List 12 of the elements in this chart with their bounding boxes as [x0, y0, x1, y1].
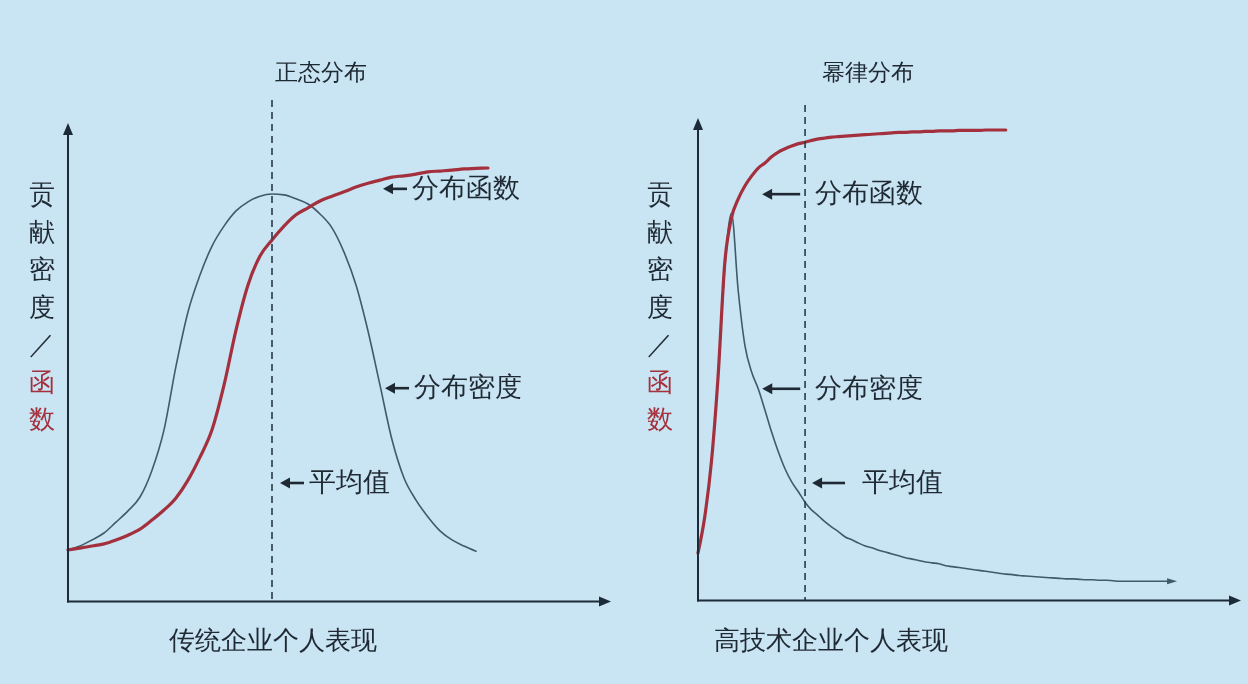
series-label: 分布函数 — [815, 177, 924, 209]
x-axis-title: 传统企业个人表现 — [168, 624, 377, 655]
series-label: 分布函数 — [412, 171, 520, 203]
chart-title: 正态分布 — [275, 59, 367, 86]
y-axis-title: 贡献密度／函数 — [29, 179, 55, 434]
annotation: 平均值 — [309, 466, 390, 497]
series-label: 分布密度 — [815, 371, 924, 403]
chart-title: 幂律分布 — [822, 59, 914, 86]
y-axis-title: 贡献密度／函数 — [647, 179, 673, 434]
annotation: 平均值 — [862, 466, 944, 497]
series-label: 分布密度 — [414, 371, 522, 403]
x-axis-title: 高技术企业个人表现 — [713, 624, 948, 655]
